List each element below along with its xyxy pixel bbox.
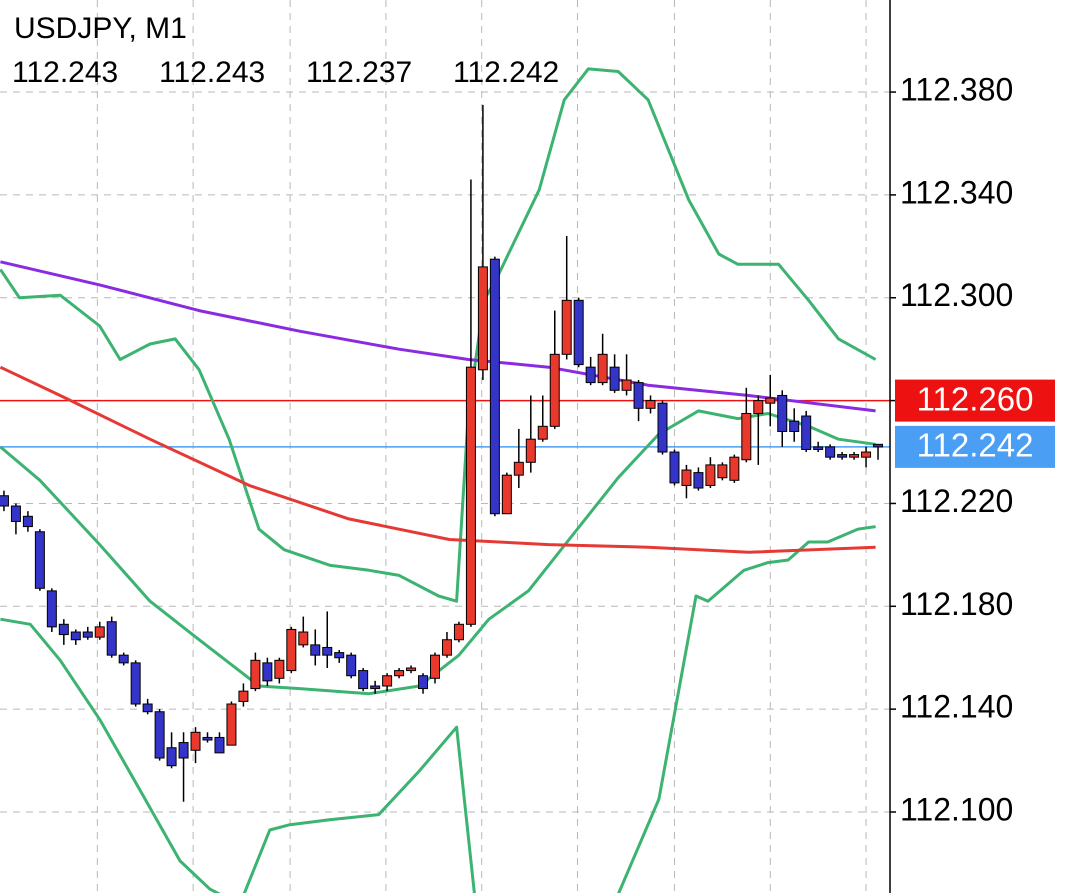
y-tick-label: 112.340 xyxy=(900,174,1013,210)
candle-body xyxy=(705,464,716,486)
y-tick-label: 112.180 xyxy=(900,586,1013,622)
candle-body xyxy=(94,626,105,638)
indicator-line xyxy=(0,365,876,554)
ohlc-value: 112.243 xyxy=(159,56,265,89)
ohlc-value: 112.237 xyxy=(306,56,412,89)
candle-body xyxy=(82,631,93,638)
candle-body xyxy=(58,623,69,636)
y-tick-label: 112.300 xyxy=(900,277,1013,313)
candle-body xyxy=(573,299,584,366)
candle-body xyxy=(489,258,500,515)
candle-body xyxy=(142,703,153,713)
candle-body xyxy=(537,425,548,440)
candle-body xyxy=(609,366,620,391)
candle-body xyxy=(406,667,417,672)
candle-body xyxy=(501,474,512,515)
candle-body xyxy=(693,472,704,489)
candle-body xyxy=(453,623,464,641)
candle-body xyxy=(669,451,680,484)
price-label: 112.260 xyxy=(917,380,1034,417)
candle-body xyxy=(418,675,429,690)
candle-body xyxy=(250,659,261,690)
candle-body xyxy=(394,670,405,677)
candle-body xyxy=(382,675,393,687)
indicator-line xyxy=(0,260,876,413)
candle-body xyxy=(765,397,776,404)
candle-body xyxy=(513,461,524,476)
candle-body xyxy=(226,703,237,746)
candle-body xyxy=(46,590,57,628)
candle-body xyxy=(178,742,189,759)
y-tick-label: 112.100 xyxy=(900,791,1013,827)
price-axis: 112.380 112.340 112.300 112.260 112.220 112.1… xyxy=(890,72,1055,827)
candle-body xyxy=(106,621,117,656)
candle-body xyxy=(262,662,273,682)
candle-body xyxy=(597,353,608,384)
candle-body xyxy=(657,402,668,453)
candle-body xyxy=(441,639,452,656)
candle-body xyxy=(633,382,644,409)
candle-body xyxy=(334,652,345,659)
candle-body xyxy=(621,379,632,391)
candle-body xyxy=(813,446,824,450)
candle-body xyxy=(286,628,297,672)
candle-body xyxy=(561,299,572,355)
candle-body xyxy=(825,446,836,458)
candle-body xyxy=(238,690,249,702)
candle-body xyxy=(585,366,596,384)
candle-body xyxy=(346,654,357,677)
indicator-line xyxy=(617,525,876,893)
candle-body xyxy=(154,711,165,759)
candle-body xyxy=(10,505,21,522)
candle-body xyxy=(322,646,333,656)
y-tick-label: 112.380 xyxy=(900,72,1013,108)
candle-body xyxy=(310,644,321,656)
price-label: 112.242 xyxy=(917,427,1034,464)
indicator-line xyxy=(0,617,476,893)
candle-body xyxy=(525,438,536,463)
candle-body xyxy=(274,659,285,679)
candle-body xyxy=(22,515,33,528)
y-tick-label: 112.140 xyxy=(900,689,1013,725)
candle-body xyxy=(717,464,728,479)
candle-body xyxy=(465,366,476,625)
ohlc-value: 112.243 xyxy=(12,56,118,89)
ohlc-header: 112.243 112.243 112.237 112.242 xyxy=(12,56,559,89)
candle-body xyxy=(801,415,812,450)
candle-body xyxy=(549,353,560,427)
candle-body xyxy=(358,670,369,690)
ohlc-value: 112.242 xyxy=(453,56,559,89)
candle-body xyxy=(789,420,800,432)
candle-body xyxy=(0,495,9,507)
candle-body xyxy=(166,747,177,767)
price-label-box xyxy=(895,425,1055,468)
candle-body xyxy=(370,685,381,690)
candle-body xyxy=(741,412,752,461)
candle-body xyxy=(190,731,201,751)
chart-title: USDJPY, M1 xyxy=(14,12,187,45)
candle-body xyxy=(753,400,764,414)
indicator-line xyxy=(0,67,877,603)
candle-body xyxy=(777,394,788,432)
candle-body xyxy=(849,454,860,458)
candle-body xyxy=(118,654,129,664)
candle-body xyxy=(729,456,740,481)
candle-body xyxy=(430,654,441,679)
candle-body xyxy=(298,631,309,646)
candle-body xyxy=(645,400,656,409)
candle-body xyxy=(861,451,872,458)
candle-body xyxy=(681,469,692,486)
y-tick-label: 112.220 xyxy=(900,483,1013,519)
candle-body xyxy=(202,736,213,741)
candle-body xyxy=(214,736,225,754)
price-label-box xyxy=(895,379,1055,422)
candle-body xyxy=(477,266,488,371)
candle-body xyxy=(70,631,81,641)
candle-body xyxy=(130,662,141,705)
candle-body xyxy=(873,443,884,448)
candle-body xyxy=(34,531,45,589)
candle-body xyxy=(837,454,848,458)
plot-area xyxy=(0,67,890,893)
